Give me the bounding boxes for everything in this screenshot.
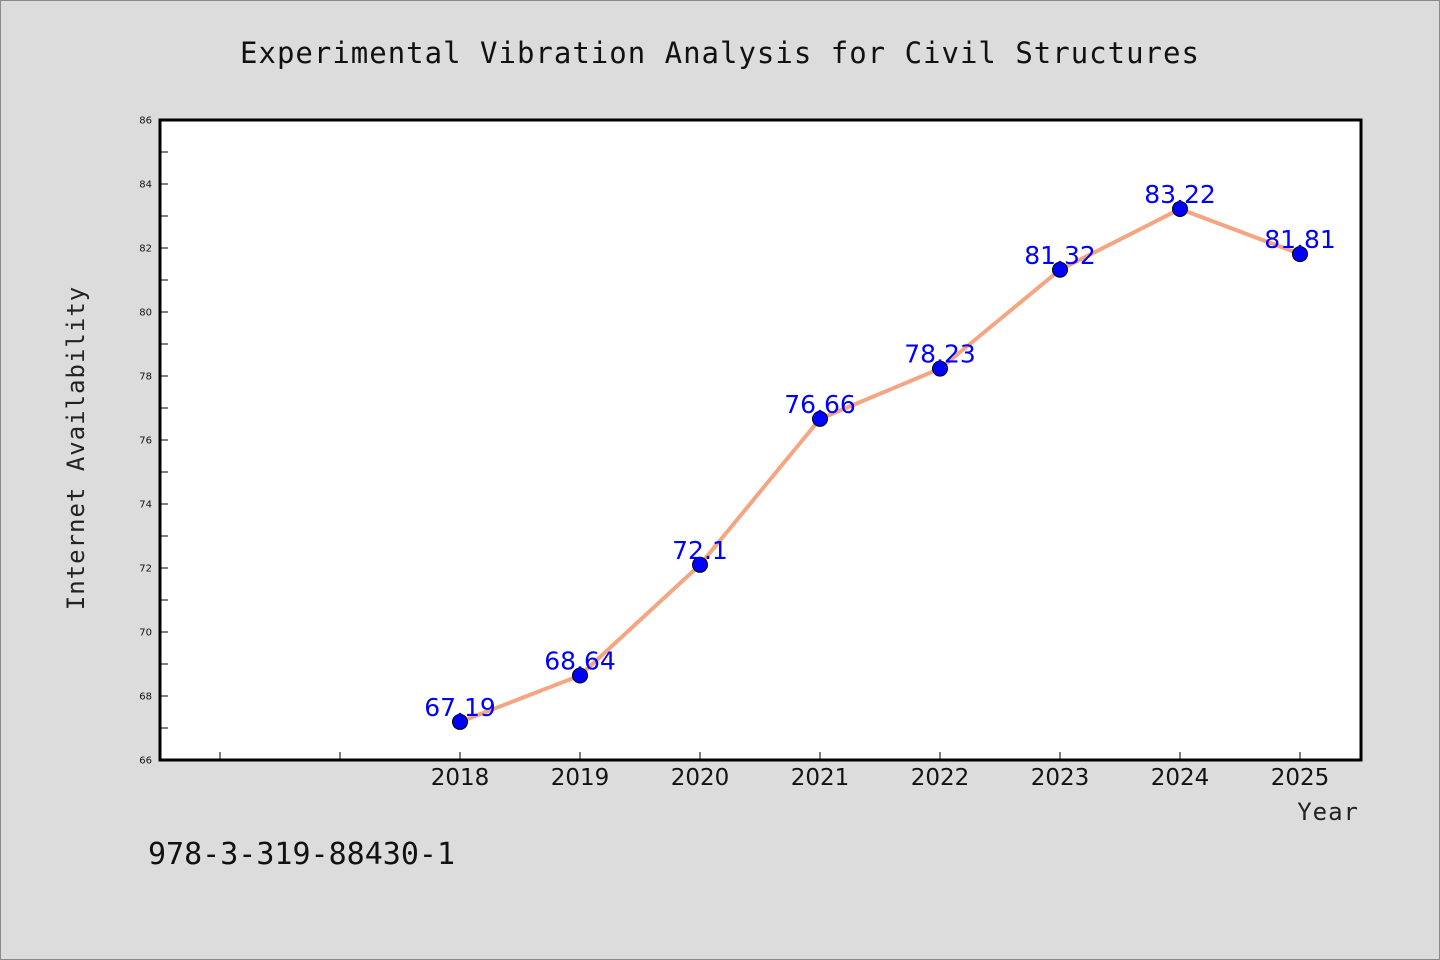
data-label: 68.64 [544,647,616,676]
y-tick-label: 78 [139,372,152,383]
y-tick-label: 70 [139,628,152,639]
x-tick-label: 2024 [1151,765,1210,791]
y-tick-label: 72 [139,564,152,575]
y-axis: 66 68 70 72 74 76 78 80 82 84 86 [139,116,168,767]
data-point [1292,246,1308,263]
data-point [692,556,708,573]
x-axis: 2018 2019 2020 2021 2022 2023 2024 2025 [219,752,1330,791]
data-label: 83.22 [1144,180,1216,209]
data-label: 72.1 [672,536,728,565]
data-label: 78.23 [904,340,976,369]
data-point [452,713,468,730]
series-internet-availability: 67.19 68.64 72.1 76.66 78.23 81.32 83.22 81.81 [424,180,1336,730]
data-label: 81.32 [1024,241,1096,270]
y-axis-label: Internet Availability [62,286,90,610]
x-tick-label: 2025 [1271,765,1330,791]
x-axis-label: Year [1297,798,1359,826]
data-label: 81.81 [1264,225,1336,254]
data-point [572,667,588,684]
data-point [932,360,948,377]
y-tick-label: 82 [139,244,152,255]
y-tick-label: 76 [139,436,152,447]
x-tick-label: 2022 [911,765,970,791]
x-tick-label: 2018 [431,765,490,791]
y-tick-label: 74 [139,500,152,511]
plot-area [158,118,1363,762]
isbn-text: 978-3-319-88430-1 [148,837,455,872]
x-tick-label: 2020 [671,765,730,791]
x-tick-label: 2023 [1031,765,1090,791]
data-point [812,410,828,427]
y-tick-label: 66 [139,756,152,767]
y-tick-label: 84 [139,180,152,191]
data-label: 67.19 [424,693,496,722]
chart-title: Experimental Vibration Analysis for Civi… [240,36,1200,70]
y-tick-label: 86 [139,116,152,127]
y-tick-label: 80 [139,308,152,319]
data-point [1052,261,1068,278]
series-line [458,206,1302,724]
data-point [1172,200,1188,217]
data-label: 76.66 [784,390,856,419]
x-tick-label: 2019 [551,765,610,791]
x-tick-label: 2021 [791,765,850,791]
y-tick-label: 68 [139,692,152,703]
